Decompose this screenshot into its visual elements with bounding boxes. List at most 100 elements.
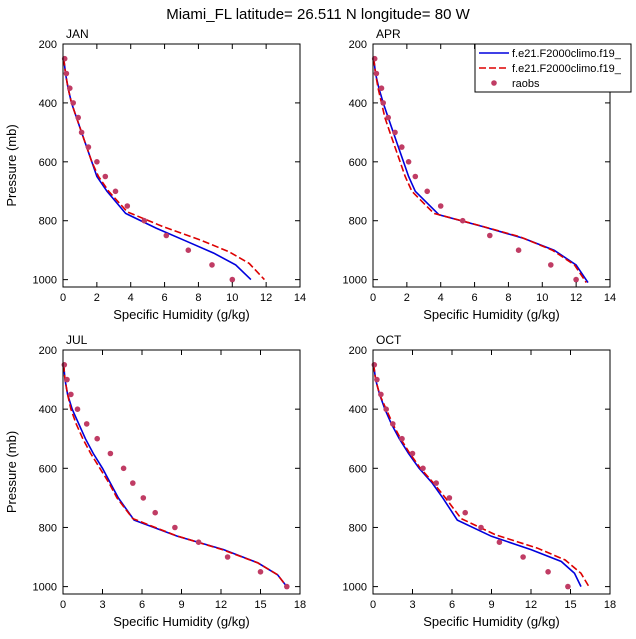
x-tick-label: 14 (604, 292, 616, 304)
x-tick-label: 18 (604, 599, 616, 611)
raob-point (85, 144, 92, 150)
y-tick-label: 800 (39, 522, 57, 534)
model-line-dashed-jul (62, 364, 288, 588)
y-tick-label: 1000 (33, 582, 57, 594)
raob-point (102, 173, 109, 180)
raob-point (390, 421, 396, 427)
raob-point (548, 262, 554, 268)
x-tick-label: 10 (226, 292, 238, 304)
raob-point (63, 70, 70, 77)
y-tick-label: 400 (349, 404, 367, 416)
plot-frame (372, 349, 611, 595)
model-line-dashed-apr (373, 58, 587, 284)
raob-point (141, 217, 148, 224)
raob-point (437, 203, 444, 209)
y-tick-label: 800 (349, 216, 367, 228)
model-line-dashed-jan (63, 58, 265, 281)
raob-point (120, 465, 127, 472)
x-tick-label: 9 (488, 599, 494, 611)
raob-point (412, 173, 419, 180)
legend-label: f.e21.F2000climo.f19_ (512, 48, 622, 60)
model-line-solid-oct (372, 364, 582, 587)
raob-point (68, 391, 74, 398)
raob-point (284, 583, 290, 590)
x-tick-label: 6 (449, 599, 455, 611)
raob-point (520, 554, 526, 560)
legend: f.e21.F2000climo.f19_ f.e21.F2000climo.f1… (474, 43, 632, 93)
raob-point (487, 232, 493, 239)
y-tick-label: 600 (349, 157, 367, 169)
x-tick-label: 0 (370, 599, 376, 611)
raob-point (61, 362, 68, 368)
raob-point (385, 114, 392, 121)
x-tick-label: 10 (536, 292, 548, 304)
panel-label-jul: JUL (66, 333, 88, 347)
x-tick-label: 15 (564, 599, 576, 611)
legend-label: raobs (512, 78, 540, 90)
y-tick-label: 1000 (343, 275, 367, 287)
raob-point (64, 376, 70, 383)
x-tick-label: 0 (370, 292, 376, 304)
raob-point (565, 583, 571, 590)
x-tick-label: 18 (294, 599, 306, 611)
raob-point (478, 524, 484, 531)
raob-point (67, 85, 73, 91)
raob-point (94, 435, 100, 442)
raob-point (209, 262, 215, 268)
y-axis-label: Pressure (mb) (4, 124, 19, 206)
x-tick-label: 12 (570, 292, 582, 304)
model-line-solid-apr (373, 58, 589, 284)
x-tick-label: 6 (162, 292, 168, 304)
raob-point (496, 539, 503, 545)
model-line-solid-jan (63, 58, 252, 281)
raob-point (224, 554, 231, 560)
raob-point (185, 247, 192, 253)
x-tick-label: 6 (472, 292, 478, 304)
x-tick-label: 3 (99, 599, 105, 611)
x-tick-label: 12 (525, 599, 537, 611)
legend-entry-raobs: raobs (491, 78, 540, 90)
x-tick-label: 0 (60, 292, 66, 304)
x-tick-label: 2 (404, 292, 410, 304)
x-tick-label: 2 (94, 292, 100, 304)
y-tick-label: 400 (39, 98, 57, 110)
x-tick-label: 8 (195, 292, 201, 304)
raob-point (446, 495, 453, 501)
raob-point (257, 569, 264, 575)
model-line-dashed-oct (372, 364, 590, 588)
raob-point (107, 450, 114, 457)
y-tick-label: 400 (349, 98, 367, 110)
raob-point (392, 129, 398, 136)
y-tick-label: 200 (349, 345, 367, 357)
y-tick-label: 200 (39, 39, 57, 51)
raob-point (78, 129, 85, 136)
raob-point (383, 406, 390, 413)
raob-point (229, 276, 236, 283)
raob-point (433, 480, 440, 486)
x-tick-label: 6 (139, 599, 145, 611)
x-tick-label: 3 (409, 599, 415, 611)
y-tick-label: 1000 (343, 582, 367, 594)
raob-point (545, 569, 551, 575)
panel-label-apr: APR (376, 27, 401, 41)
y-tick-label: 600 (39, 157, 57, 169)
x-tick-label: 12 (215, 599, 227, 611)
y-tick-label: 600 (349, 463, 367, 475)
raob-point (70, 100, 76, 106)
x-tick-label: 4 (128, 292, 134, 304)
plot-frame (62, 349, 301, 595)
panel-apr: 0 2 4 6 8 10 12 14 200 400 600 800 1000 APR Specific H… (343, 27, 617, 322)
x-tick-label: 15 (254, 599, 266, 611)
x-axis-label: Specific Humidity (g/kg) (423, 307, 560, 322)
x-tick-label: 14 (294, 292, 306, 304)
raob-point (573, 276, 579, 283)
raob-point (140, 495, 147, 501)
x-tick-label: 8 (505, 292, 511, 304)
y-tick-label: 200 (349, 39, 367, 51)
y-tick-label: 800 (39, 216, 57, 228)
raob-point (75, 114, 81, 121)
panel-label-jan: JAN (66, 27, 89, 41)
legend-label: f.e21.F2000climo.f19_ (512, 63, 622, 75)
